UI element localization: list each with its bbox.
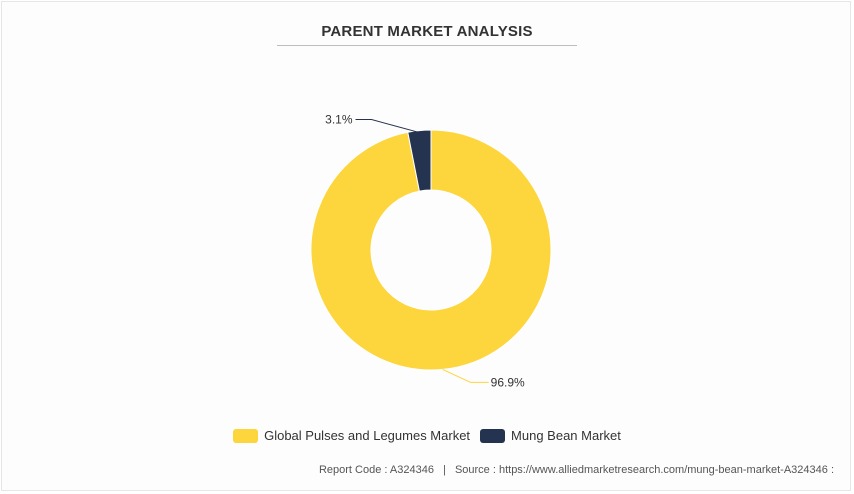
- chart-title: PARENT MARKET ANALYSIS: [321, 23, 533, 40]
- legend-swatch-mung-bean: [480, 428, 506, 443]
- title-underline: [277, 45, 577, 46]
- source-text: Source : https://www.alliedmarketresearc…: [454, 464, 834, 476]
- leader-line-global-pulses: [442, 368, 489, 383]
- report-code: Report Code : A324346: [318, 464, 434, 476]
- legend-item-mung-bean[interactable]: Mung Bean Market: [480, 428, 621, 443]
- legend-item-global-pulses[interactable]: Global Pulses and Legumes Market: [233, 428, 470, 443]
- leader-line-mung-bean: [355, 119, 420, 134]
- legend-label-mung-bean: Mung Bean Market: [511, 428, 621, 443]
- data-label-mung-bean: 3.1%: [325, 113, 353, 127]
- chart-legend: Global Pulses and Legumes Market Mung Be…: [0, 428, 854, 443]
- footer-separator: |: [443, 464, 446, 476]
- legend-label-global-pulses: Global Pulses and Legumes Market: [264, 428, 471, 443]
- data-label-global-pulses: 96.9%: [491, 375, 525, 389]
- legend-swatch-global-pulses: [233, 428, 259, 443]
- donut-slice-global-pulses[interactable]: [310, 129, 552, 371]
- footer-source-line: Report Code : A324346 | Source : https:/…: [319, 464, 834, 476]
